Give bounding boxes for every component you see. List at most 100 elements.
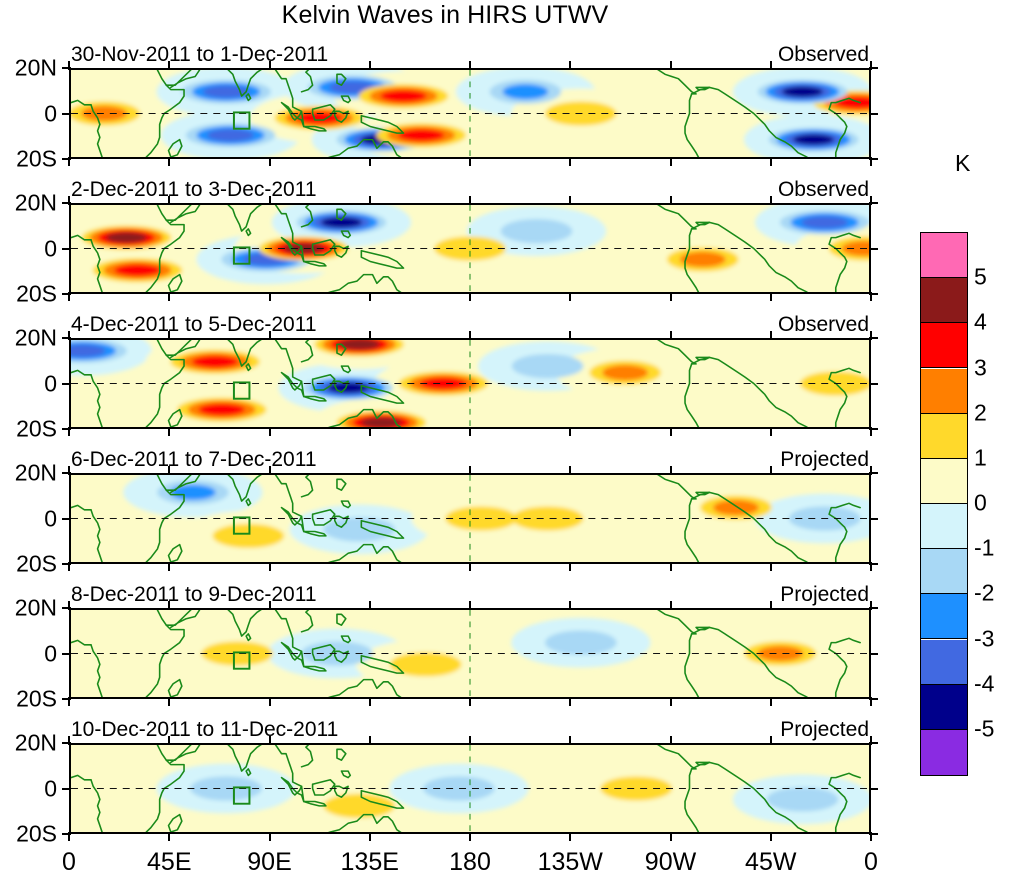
x-axis-tick-mark xyxy=(569,61,572,70)
panel-status-label: Observed xyxy=(777,178,869,201)
panel-frame xyxy=(69,68,871,159)
x-axis-tick-mark xyxy=(769,697,772,706)
colorbar-band-pink xyxy=(921,233,967,279)
panel-date-label: 10-Dec-2011 to 11-Dec-2011 xyxy=(71,718,339,741)
y-axis-tick-label: 20N xyxy=(14,594,57,621)
x-axis-tick-mark xyxy=(368,601,371,610)
x-axis-tick-mark xyxy=(870,466,872,475)
region-box-marker xyxy=(232,111,251,130)
coastlines xyxy=(71,340,861,427)
colorbar-band-orange xyxy=(921,368,967,414)
x-axis-tick-mark xyxy=(870,157,872,166)
colorbar-band-pale-yellow xyxy=(921,458,967,504)
x-axis-tick-mark xyxy=(669,601,672,610)
region-box-marker xyxy=(232,786,251,805)
x-axis-tick-mark xyxy=(168,292,171,301)
x-axis-tick-mark xyxy=(268,331,271,340)
x-axis-tick-mark xyxy=(870,196,872,205)
x-axis-tick-mark xyxy=(268,832,271,841)
x-axis-tick-mark xyxy=(569,562,572,571)
x-axis-tick-mark xyxy=(168,427,171,436)
y-axis-tick-mark xyxy=(62,382,71,385)
x-axis-tick-mark xyxy=(268,736,271,745)
x-axis-tick-mark xyxy=(168,466,171,475)
x-axis-tick-mark xyxy=(68,466,70,475)
y-axis-tick-label: 20N xyxy=(14,459,57,486)
x-axis-tick-mark xyxy=(268,61,271,70)
x-axis-tick-mark xyxy=(469,157,471,166)
x-axis-tick-label: 135W xyxy=(537,848,603,876)
x-axis-tick-mark xyxy=(569,427,572,436)
x-axis-tick-mark xyxy=(68,601,70,610)
colorbar-tick-label: -1 xyxy=(974,534,995,561)
y-axis-tick-mark xyxy=(869,563,878,565)
x-axis-labels: 0 45E 90E 135E 180 135W 90W 45W 0 xyxy=(0,848,1015,882)
x-axis-tick-mark xyxy=(669,61,672,70)
colorbar-tick-label: 2 xyxy=(974,399,987,426)
map-panel: 30-Nov-2011 to 1-Dec-2011 Observed 20N 0 20S xyxy=(15,43,878,170)
x-axis-tick-mark xyxy=(368,466,371,475)
y-axis-tick-mark xyxy=(869,517,878,520)
y-axis-tick-mark xyxy=(869,158,878,160)
x-axis-tick-mark xyxy=(569,697,572,706)
colorbar xyxy=(920,232,968,776)
x-axis-tick-mark xyxy=(268,157,271,166)
x-axis-tick-mark xyxy=(268,466,271,475)
y-axis-tick-label: 20S xyxy=(16,685,57,712)
x-axis-tick-mark xyxy=(569,736,572,745)
y-axis-tick-label: 20S xyxy=(16,820,57,847)
x-axis-tick-mark xyxy=(168,61,171,70)
colorbar-band-royal-blue xyxy=(921,639,967,685)
x-axis-tick-mark xyxy=(168,331,171,340)
x-axis-tick-mark xyxy=(870,697,872,706)
x-axis-tick-mark xyxy=(870,562,872,571)
y-axis-tick-mark xyxy=(869,428,878,430)
panel-date-label: 6-Dec-2011 to 7-Dec-2011 xyxy=(71,448,317,471)
y-axis-tick-label: 20S xyxy=(16,145,57,172)
panel-date-label: 30-Nov-2011 to 1-Dec-2011 xyxy=(71,43,329,66)
x-axis-tick-mark xyxy=(368,736,371,745)
x-axis-tick-mark xyxy=(68,562,70,571)
x-axis-tick-mark xyxy=(769,832,772,841)
y-axis-tick-label: 20N xyxy=(14,54,57,81)
x-axis-tick-mark xyxy=(168,697,171,706)
x-axis-tick-mark xyxy=(769,562,772,571)
x-axis-tick-mark xyxy=(368,562,371,571)
colorbar-band-gold xyxy=(921,413,967,459)
x-axis-tick-mark xyxy=(68,697,70,706)
colorbar-tick-label: -5 xyxy=(974,715,995,742)
x-axis-tick-mark xyxy=(669,157,672,166)
panel-frame xyxy=(69,203,871,294)
x-axis-tick-mark xyxy=(368,61,371,70)
anomaly-field xyxy=(71,610,869,697)
figure-title: Kelvin Waves in HIRS UTWV xyxy=(281,1,609,29)
colorbar-band-bright-blue xyxy=(921,594,967,640)
x-axis-tick-mark xyxy=(268,427,271,436)
x-axis-tick-mark xyxy=(870,832,872,841)
colorbar-band-pale-cyan xyxy=(921,504,967,550)
x-axis-tick-mark xyxy=(368,832,371,841)
colorbar-band-red xyxy=(921,323,967,369)
x-axis-tick-mark xyxy=(769,292,772,301)
x-axis-tick-mark xyxy=(469,601,471,610)
y-axis-tick-mark xyxy=(62,158,71,160)
x-axis-tick-label: 135E xyxy=(340,848,399,876)
y-axis-tick-mark xyxy=(869,472,878,474)
y-axis-tick-mark xyxy=(869,698,878,700)
map-panel: 4-Dec-2011 to 5-Dec-2011 Observed 20N 0 20S xyxy=(15,313,878,440)
anomaly-field xyxy=(71,475,869,562)
y-axis-tick-mark xyxy=(62,247,71,250)
x-axis-tick-label: 90E xyxy=(247,848,292,876)
panel-frame xyxy=(69,608,871,699)
panel-status-label: Projected xyxy=(780,718,869,741)
y-axis-tick-label: 20N xyxy=(14,189,57,216)
x-axis-tick-mark xyxy=(68,61,70,70)
panel-status-label: Observed xyxy=(777,313,869,336)
y-axis-tick-mark xyxy=(869,382,878,385)
panel-date-label: 2-Dec-2011 to 3-Dec-2011 xyxy=(71,178,317,201)
x-axis-tick-mark xyxy=(569,196,572,205)
region-box-marker xyxy=(232,381,251,400)
y-axis-tick-label: 0 xyxy=(44,775,57,801)
panel-status-label: Observed xyxy=(777,43,869,66)
x-axis-tick-mark xyxy=(870,736,872,745)
